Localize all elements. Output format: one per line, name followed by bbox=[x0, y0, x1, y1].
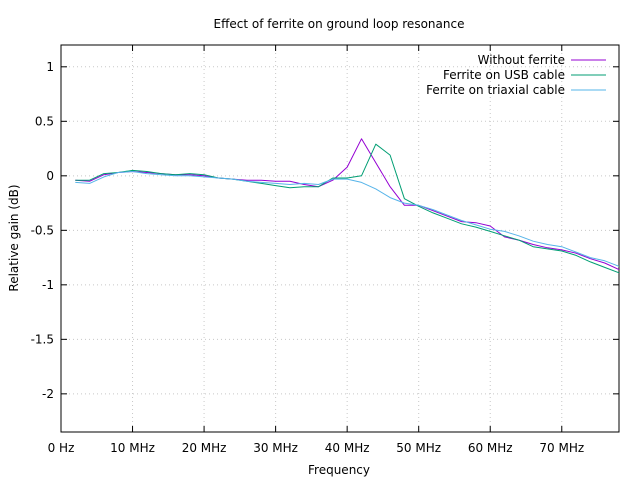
y-tick-label: 0.5 bbox=[35, 114, 54, 128]
chart-title: Effect of ferrite on ground loop resonan… bbox=[214, 17, 465, 31]
legend-label: Ferrite on triaxial cable bbox=[426, 83, 565, 97]
y-tick-label: -2 bbox=[42, 387, 54, 401]
y-tick-label: -0.5 bbox=[31, 223, 54, 237]
axis-ticks: 0 Hz 10 MHz 20 MHz 30 MHz 40 MHz 50 MHz 60 MHz… bbox=[31, 45, 619, 455]
series-line-3 bbox=[75, 171, 620, 267]
x-tick-label: 0 Hz bbox=[48, 441, 75, 455]
y-tick-label: -1 bbox=[42, 278, 54, 292]
x-tick-label: 30 MHz bbox=[253, 441, 298, 455]
series-line-2 bbox=[75, 143, 620, 274]
y-tick-label: -1.5 bbox=[31, 332, 54, 346]
y-tick-label: 1 bbox=[46, 60, 54, 74]
y-tick-label: 0 bbox=[46, 169, 54, 183]
x-tick-label: 20 MHz bbox=[182, 441, 227, 455]
plot-area-border bbox=[60, 44, 620, 433]
x-tick-label: 60 MHz bbox=[468, 441, 513, 455]
x-tick-label: 40 MHz bbox=[325, 441, 370, 455]
x-tick-label: 50 MHz bbox=[396, 441, 441, 455]
x-tick-label: 10 MHz bbox=[110, 441, 155, 455]
legend-label: Without ferrite bbox=[478, 53, 565, 67]
x-tick-label: 70 MHz bbox=[539, 441, 584, 455]
grid bbox=[60, 45, 619, 432]
series-lines bbox=[75, 138, 620, 274]
x-axis-label: Frequency bbox=[308, 463, 370, 477]
legend-label: Ferrite on USB cable bbox=[443, 68, 565, 82]
y-axis-label: Relative gain (dB) bbox=[7, 184, 21, 291]
